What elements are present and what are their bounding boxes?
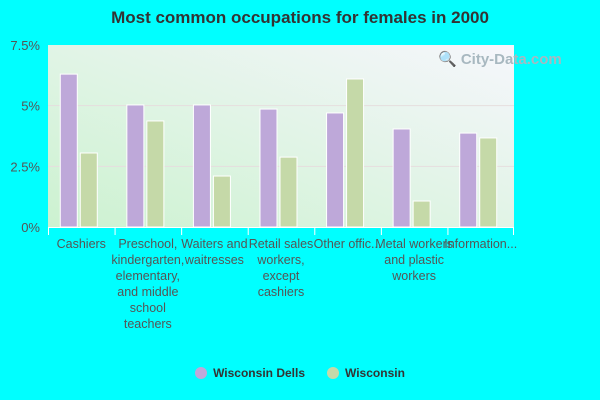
bar-wisconsin-dells[interactable] [326, 112, 345, 228]
bar-wisconsin-dells[interactable] [392, 128, 411, 228]
legend: Wisconsin Dells Wisconsin [0, 366, 600, 380]
watermark-logo: 🔍 City-Data.com [438, 51, 562, 68]
x-category-label: Preschool, kindergarten, elementary, and… [111, 237, 185, 331]
bar-wisconsin[interactable] [212, 175, 231, 228]
legend-label: Wisconsin Dells [213, 366, 305, 380]
bar-wisconsin-dells[interactable] [192, 104, 211, 228]
x-category-label: Information... [444, 237, 518, 251]
bar-wisconsin-dells[interactable] [459, 132, 478, 228]
bar-wisconsin[interactable] [146, 120, 165, 228]
y-tick-label: 7.5% [10, 38, 40, 53]
y-tick-label: 2.5% [10, 159, 40, 174]
x-category-label: Other offic... [313, 237, 382, 251]
legend-item[interactable]: Wisconsin Dells [195, 366, 305, 380]
bar-wisconsin-dells[interactable] [259, 108, 278, 228]
bar-wisconsin[interactable] [79, 152, 98, 228]
legend-label: Wisconsin [345, 366, 405, 380]
legend-swatch [327, 367, 339, 379]
bar-chart: 0% 2.5% 5% 7.5% [10, 38, 514, 235]
bar-wisconsin[interactable] [479, 137, 498, 228]
y-tick-label: 5% [21, 99, 40, 114]
x-category-label: Metal workers and plastic workers [375, 237, 454, 283]
bar-wisconsin[interactable] [279, 156, 298, 228]
x-category-label: Cashiers [56, 237, 106, 251]
y-tick-label: 0% [21, 220, 40, 235]
chart-title: Most common occupations for females in 2… [111, 8, 489, 27]
legend-swatch [195, 367, 208, 379]
x-category-label: Retail sales workers, except cashiers [248, 237, 314, 299]
legend-item[interactable]: Wisconsin [327, 366, 405, 380]
bar-wisconsin[interactable] [346, 78, 365, 228]
x-category-label: Waiters and waitresses [181, 237, 248, 267]
bar-wisconsin-dells[interactable] [126, 104, 145, 228]
bar-wisconsin[interactable] [412, 200, 431, 228]
bar-wisconsin-dells[interactable] [59, 73, 78, 228]
